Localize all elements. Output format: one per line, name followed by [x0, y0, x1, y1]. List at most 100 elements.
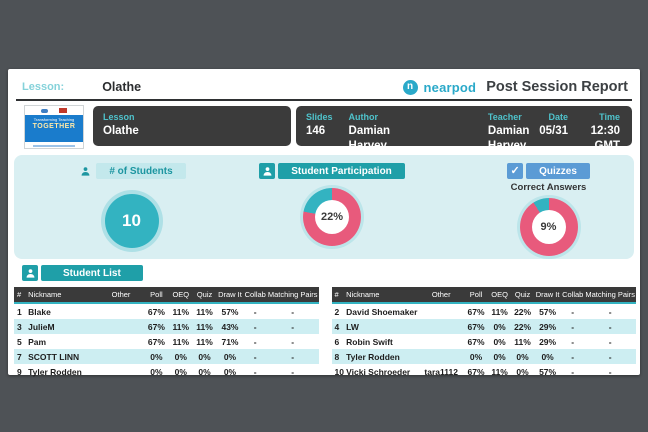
cell-oeq: 11%	[172, 336, 190, 347]
column-header-draw-it: Draw It	[216, 287, 244, 304]
cell-collab: -	[561, 319, 585, 334]
cell-num: 1	[17, 306, 22, 317]
cell-draw-it: 57%	[539, 306, 557, 317]
table-row: 10 Vicki Schroeder tara1112 67% 11% 0% 57% - -	[332, 364, 637, 379]
cell-quiz: 0%	[516, 366, 529, 377]
cell-num: 3	[14, 319, 28, 334]
cell-other: tara1112	[424, 366, 458, 377]
cell-draw-it: 43%	[216, 319, 244, 334]
table-row: 7 SCOTT LINN 0% 0% 0% 0% - -	[14, 349, 319, 364]
cell-other	[98, 303, 144, 319]
slides-field: Slides 146	[306, 111, 333, 146]
student-table-right: # Nickname Other Poll OEQ Quiz Draw It Collab Ma…	[331, 287, 637, 379]
nearpod-logo-icon: n	[402, 79, 418, 95]
column-header-num: #	[331, 287, 346, 304]
thumbnail-subtitle: Transforming Teaching	[33, 117, 75, 122]
cell-quiz: 11%	[196, 306, 213, 317]
cell-other	[418, 349, 464, 364]
cell-oeq: 11%	[491, 306, 508, 317]
quizzes-donut-chart: 9%	[519, 198, 578, 256]
cell-draw-it: 0%	[216, 349, 244, 364]
cell-poll: 0%	[463, 349, 489, 364]
column-header-draw-it: Draw It	[534, 287, 562, 304]
cell-collab: -	[243, 349, 267, 364]
quizzes-sublabel: Correct Answers	[510, 182, 587, 193]
cell-oeq: 11%	[491, 366, 508, 377]
cell-matching-pairs: -	[291, 336, 295, 347]
cell-matching-pairs: -	[608, 336, 612, 347]
lesson-label: Lesson:	[22, 81, 65, 93]
quizzes-percent: 9%	[531, 210, 566, 244]
cell-poll: 67%	[467, 306, 485, 317]
student-tables: # Nickname Other Poll OEQ Quiz Draw It Collab Ma…	[14, 287, 636, 379]
cell-quiz: 22%	[511, 319, 535, 334]
cell-num: 10	[334, 366, 344, 377]
column-header-other: Other	[418, 287, 464, 304]
person-icon	[77, 163, 93, 179]
cell-other	[418, 319, 464, 334]
column-header-nickname: Nickname	[345, 287, 419, 304]
cell-other	[98, 364, 144, 379]
table-row: 1 Blake 67% 11% 11% 57% - -	[14, 303, 319, 319]
report-title: Post Session Report	[486, 79, 628, 95]
thumbnail-logo-right	[59, 108, 68, 113]
cell-quiz: 11%	[514, 336, 531, 347]
cell-nickname: LW	[345, 319, 419, 334]
quizzes-stat-label: Quizzes	[526, 163, 590, 179]
cell-num: 8	[331, 349, 346, 364]
column-header-matching-pairs: Matching Pairs	[266, 287, 319, 304]
cell-matching-pairs: -	[291, 306, 295, 317]
students-count-circle: 10	[104, 194, 159, 248]
cell-other	[98, 319, 144, 334]
cell-oeq: 11%	[168, 319, 193, 334]
session-info-row: Transforming Teaching TOGETHER Lesson Ol…	[16, 105, 632, 152]
cell-nickname: Vicki Schroeder	[346, 366, 411, 377]
person-icon	[259, 163, 276, 179]
slides-label: Slides	[306, 112, 333, 122]
column-header-other: Other	[98, 287, 144, 304]
cell-draw-it: 29%	[539, 336, 557, 347]
author-value: Damian Harvey	[348, 125, 391, 152]
cell-oeq: 0%	[174, 366, 187, 377]
cell-draw-it: 71%	[221, 336, 239, 347]
author-field: Author Damian Harvey	[349, 111, 400, 152]
time-field: Time 12:30 GMT	[584, 111, 620, 152]
cell-poll: 67%	[467, 366, 485, 377]
column-header-oeq: OEQ	[488, 287, 512, 304]
cell-poll: 0%	[150, 366, 163, 377]
slides-value: 146	[306, 125, 326, 137]
cell-num: 5	[17, 336, 22, 347]
cell-other	[98, 349, 144, 364]
student-list-title: Student List	[41, 265, 143, 281]
cell-oeq: 0%	[493, 336, 506, 347]
cell-poll: 67%	[143, 319, 169, 334]
participation-donut-chart: 22%	[303, 188, 361, 246]
participation-percent: 22%	[315, 200, 349, 234]
teacher-label: Teacher	[487, 112, 522, 122]
cell-oeq: 0%	[488, 349, 512, 364]
column-header-quiz: Quiz	[511, 287, 535, 304]
cell-collab: -	[243, 319, 267, 334]
thumbnail-footer-line	[33, 145, 75, 147]
cell-matching-pairs: -	[291, 366, 295, 377]
cell-nickname: Tyler Rodden	[345, 349, 419, 364]
cell-collab: -	[253, 336, 257, 347]
cell-nickname: Blake	[28, 306, 51, 317]
lesson-title: Olathe	[102, 80, 142, 94]
time-value: 12:30 GMT	[590, 125, 620, 152]
time-label: Time	[599, 112, 620, 122]
cell-matching-pairs: -	[608, 366, 612, 377]
check-icon: ✓	[507, 163, 524, 179]
cell-num: 7	[14, 349, 28, 364]
cell-collab: -	[253, 306, 257, 317]
participation-stat: Student Participation 22%	[232, 155, 432, 259]
teacher-value: Damian Harvey	[487, 125, 530, 152]
column-header-num: #	[14, 287, 28, 304]
cell-matching-pairs: -	[584, 349, 636, 364]
cell-other	[418, 303, 463, 319]
cell-collab: -	[561, 349, 585, 364]
table-row: 4 LW 67% 0% 22% 29% - -	[331, 319, 636, 334]
column-header-poll: Poll	[463, 287, 489, 304]
cell-poll: 67%	[467, 336, 485, 347]
cell-collab: -	[571, 336, 575, 347]
